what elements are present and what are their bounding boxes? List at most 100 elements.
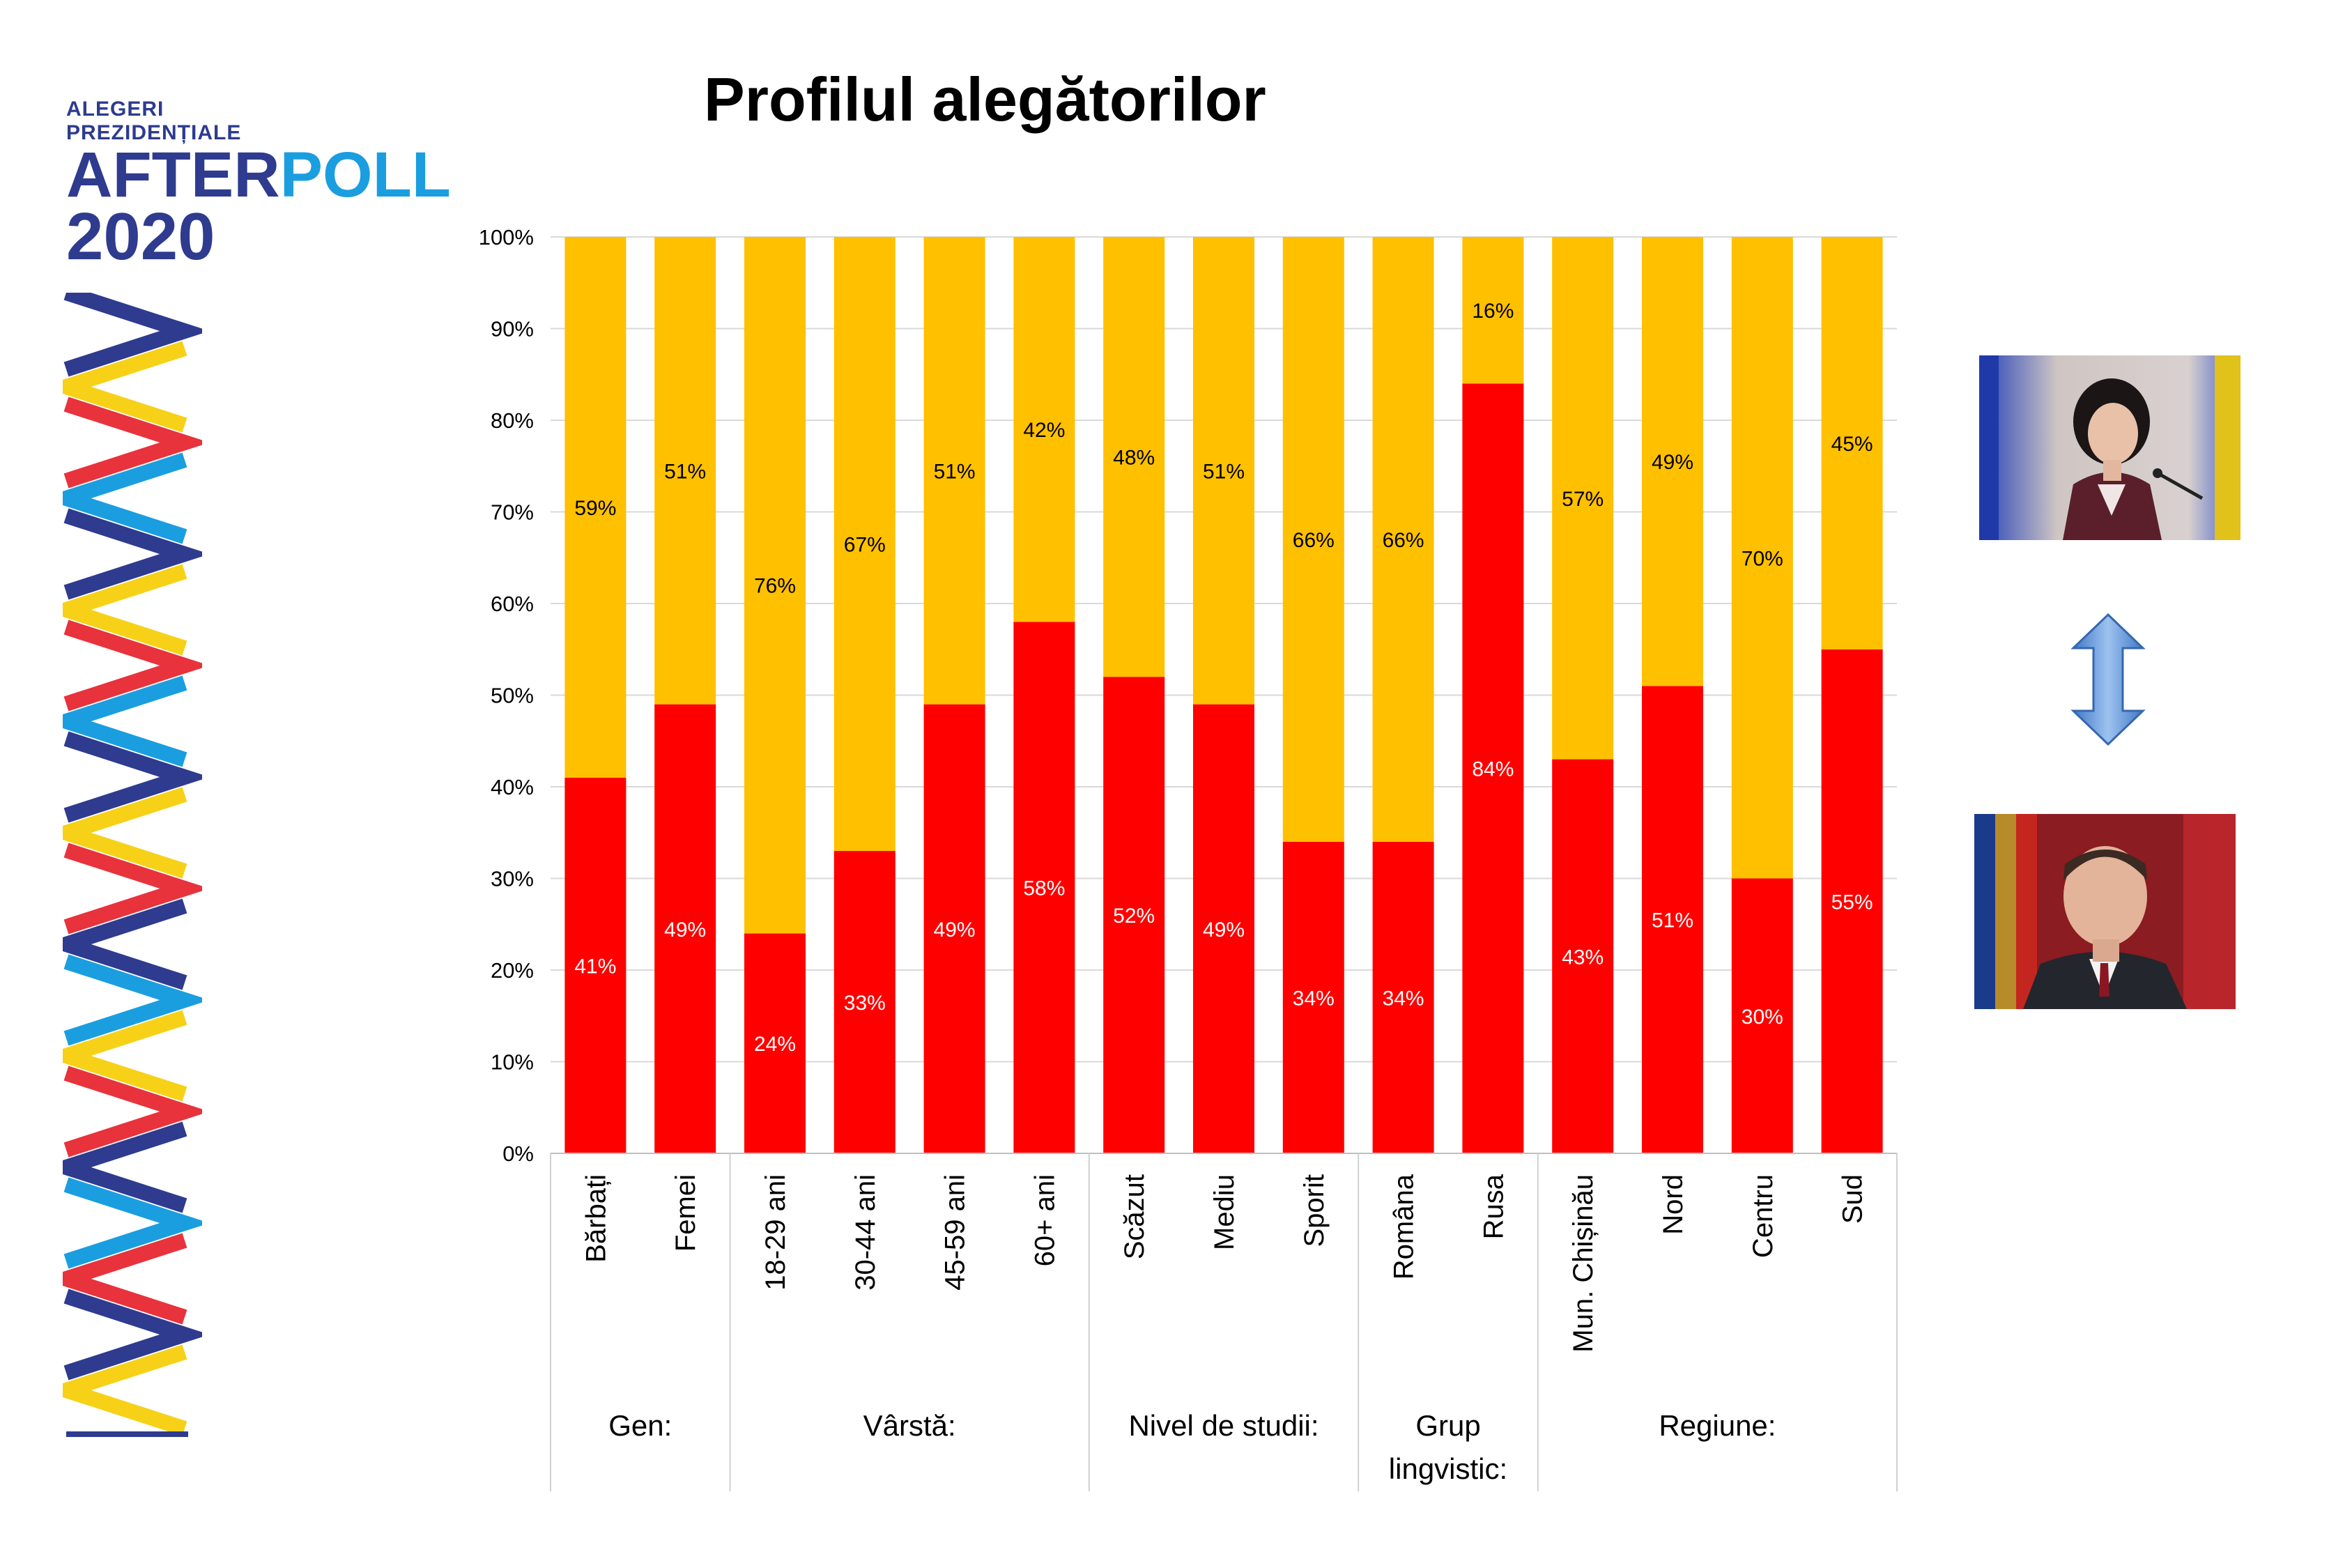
- bar-segment-red: [1372, 841, 1434, 1153]
- x-category-label: Rusa: [1478, 1174, 1509, 1239]
- data-label-yellow: 66%: [1293, 529, 1335, 552]
- x-category-label: Scăzut: [1119, 1174, 1150, 1259]
- x-category-label: Nord: [1658, 1174, 1689, 1235]
- data-label-red: 43%: [1562, 946, 1604, 969]
- chevron-stripe: [63, 452, 187, 544]
- chevron-stripe: [63, 1066, 202, 1158]
- chevron-stripe: [63, 1010, 187, 1102]
- chevron-stripe: [63, 341, 187, 433]
- logo-year: 2020: [66, 199, 215, 274]
- bar-segment-yellow: [1731, 237, 1793, 879]
- x-category-label: 18-29 ani: [760, 1174, 791, 1291]
- double-vertical-arrow-icon: [2070, 613, 2146, 746]
- bar-segment-yellow: [654, 237, 716, 705]
- group-label: Gen:: [608, 1409, 672, 1442]
- data-label-red: 58%: [1023, 877, 1065, 900]
- page-title: Profilul alegătorilor: [704, 65, 1266, 134]
- x-category-label: 30-44 ani: [850, 1174, 881, 1291]
- afterpoll-logo: ALEGERI PREZIDENȚIALE AFTERPOLL 2020: [66, 98, 451, 274]
- y-tick-label: 100%: [479, 225, 534, 249]
- bar-segment-yellow: [1642, 237, 1703, 686]
- bar-segment-red: [564, 777, 627, 1153]
- data-label-yellow: 59%: [574, 497, 616, 520]
- chevron-stripe: [63, 954, 202, 1046]
- chevron-stripe: [63, 397, 202, 489]
- bar-segment-yellow: [1103, 237, 1165, 677]
- data-label-red: 49%: [664, 918, 706, 941]
- chevron-stripe: [63, 731, 202, 823]
- data-label-red: 49%: [934, 918, 976, 941]
- x-category-label: Centru: [1748, 1174, 1778, 1258]
- bar-segment-yellow: [1462, 237, 1524, 384]
- y-tick-label: 10%: [491, 1050, 534, 1075]
- data-label-yellow: 76%: [754, 575, 796, 598]
- data-label-red: 51%: [1652, 909, 1693, 932]
- y-tick-label: 20%: [491, 958, 534, 983]
- bar-segment-red: [1462, 383, 1524, 1153]
- data-label-red: 30%: [1742, 1006, 1783, 1029]
- data-label-red: 41%: [574, 955, 616, 978]
- data-label-yellow: 67%: [844, 534, 886, 557]
- y-tick-label: 50%: [491, 684, 534, 708]
- bar-segment-yellow: [1552, 237, 1614, 760]
- data-label-yellow: 16%: [1472, 300, 1514, 323]
- data-label-yellow: 66%: [1383, 529, 1424, 552]
- data-label-yellow: 49%: [1652, 451, 1693, 474]
- y-tick-label: 70%: [491, 500, 534, 525]
- chevron-stripe: [63, 1233, 187, 1325]
- data-label-yellow: 51%: [664, 460, 706, 483]
- x-category-label: Femei: [670, 1174, 701, 1252]
- chevron-stripe: [63, 898, 187, 990]
- chevron-stripe: [63, 293, 202, 377]
- x-category-label: Româna: [1389, 1174, 1420, 1279]
- data-label-yellow: 45%: [1831, 433, 1873, 456]
- bar-segment-red: [1193, 704, 1254, 1153]
- group-label: lingvistic:: [1389, 1452, 1507, 1485]
- data-label-yellow: 48%: [1113, 447, 1155, 470]
- data-label-red: 84%: [1472, 758, 1514, 781]
- bar-segment-red: [654, 704, 716, 1153]
- chevron-stripe: [63, 620, 202, 712]
- group-label: Vârstă:: [863, 1409, 956, 1442]
- x-category-label: 60+ ani: [1029, 1174, 1060, 1266]
- bar-segment-red: [1103, 677, 1165, 1153]
- bar-segment-yellow: [923, 237, 985, 705]
- chevron-stripe: [63, 675, 187, 767]
- data-label-yellow: 42%: [1023, 419, 1065, 442]
- group-label: Nivel de studii:: [1128, 1409, 1319, 1442]
- chevron-stripe: [63, 843, 202, 935]
- data-label-red: 49%: [1203, 918, 1245, 941]
- chevron-stripe: [63, 564, 187, 656]
- x-category-label: Sud: [1838, 1174, 1868, 1224]
- group-label: Regiune:: [1659, 1409, 1776, 1442]
- bar-segment-yellow: [1013, 237, 1075, 622]
- bar-segment-yellow: [1372, 237, 1434, 842]
- logo-after: AFTER: [66, 139, 280, 210]
- bar-segment-yellow: [744, 237, 806, 934]
- bar-segment-red: [1552, 759, 1614, 1153]
- data-label-red: 33%: [844, 992, 886, 1015]
- logo-line1: ALEGERI: [66, 98, 164, 121]
- x-category-label: Mediu: [1209, 1174, 1240, 1250]
- data-label-red: 34%: [1293, 987, 1335, 1010]
- decorative-chevrons-icon: [63, 293, 202, 1437]
- candidate-photo-top: [1979, 355, 2240, 540]
- data-label-red: 24%: [754, 1033, 796, 1056]
- bar-segment-yellow: [1193, 237, 1254, 705]
- bar-segment-red: [923, 704, 985, 1153]
- chevron-stripe: [63, 787, 187, 879]
- y-tick-label: 90%: [491, 317, 534, 341]
- x-category-label: Mun. Chișinău: [1568, 1174, 1599, 1353]
- data-label-yellow: 70%: [1742, 547, 1783, 570]
- y-tick-label: 0%: [502, 1142, 534, 1166]
- y-tick-label: 80%: [491, 408, 534, 433]
- y-tick-label: 30%: [491, 867, 534, 891]
- logo-poll: POLL: [279, 139, 451, 210]
- chevron-stripe: [63, 1177, 202, 1269]
- logo-line2: PREZIDENȚIALE: [66, 121, 242, 144]
- bar-segment-yellow: [1282, 237, 1344, 842]
- data-label-yellow: 51%: [1203, 460, 1245, 483]
- group-label: Grup: [1415, 1409, 1480, 1442]
- data-label-yellow: 57%: [1562, 488, 1604, 511]
